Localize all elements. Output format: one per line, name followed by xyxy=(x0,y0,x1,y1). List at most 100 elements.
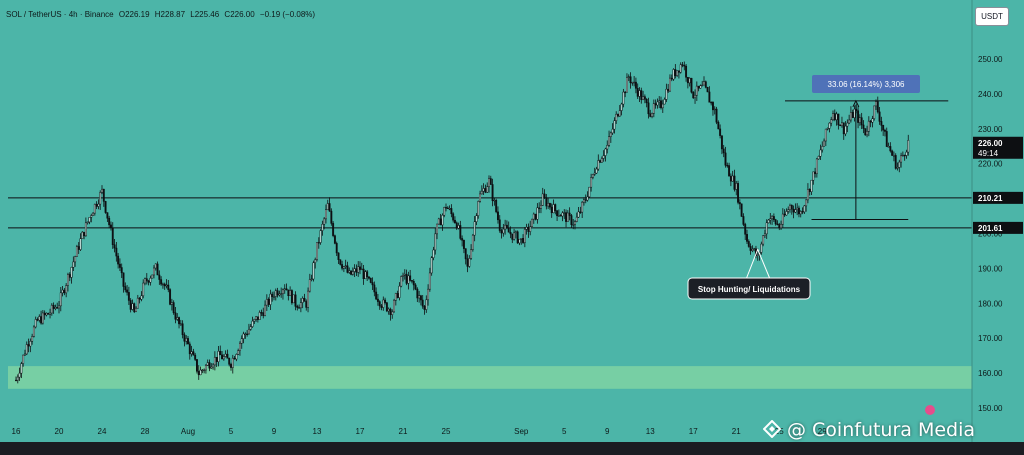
candle-body xyxy=(215,356,218,362)
candle-body xyxy=(230,364,232,368)
candle-body xyxy=(65,285,68,294)
candle-body xyxy=(387,308,390,312)
candle-body xyxy=(316,242,318,260)
candle-body xyxy=(484,188,487,193)
candle-body xyxy=(396,293,399,298)
candle-body xyxy=(633,81,636,84)
x-tick-label: 13 xyxy=(313,427,322,436)
candle-body xyxy=(821,146,824,151)
candle-body xyxy=(832,113,834,120)
candle-body xyxy=(445,207,447,209)
candle-body xyxy=(72,261,75,268)
candle-body xyxy=(36,319,39,321)
candle-body xyxy=(290,290,293,304)
candle-body xyxy=(267,299,270,305)
candle-body xyxy=(613,120,616,130)
candle-body xyxy=(416,288,419,299)
candle-body xyxy=(643,96,646,100)
candle-body xyxy=(880,121,883,126)
candle-body xyxy=(414,284,417,290)
candle-body xyxy=(391,311,394,315)
candle-body xyxy=(738,202,741,205)
x-tick-label: 21 xyxy=(399,427,408,436)
candle-body xyxy=(550,206,553,214)
event-icon[interactable] xyxy=(925,405,935,415)
candle-body xyxy=(787,209,790,212)
candle-body xyxy=(819,149,822,157)
candle-body xyxy=(176,317,179,320)
candle-body xyxy=(532,213,535,220)
candle-body xyxy=(353,268,356,272)
candle-body xyxy=(185,338,188,342)
candle-body xyxy=(305,301,308,308)
candle-body xyxy=(479,193,481,202)
candle-body xyxy=(425,299,428,310)
candle-body xyxy=(67,274,69,286)
candle-body xyxy=(830,119,833,124)
candle-body xyxy=(212,364,215,368)
candle-body xyxy=(419,295,422,301)
candle-body xyxy=(842,122,845,135)
candle-body xyxy=(443,207,446,216)
candle-body xyxy=(500,230,503,234)
candle-body xyxy=(652,103,655,114)
candle-body xyxy=(746,234,748,242)
candle-body xyxy=(894,155,897,169)
candle-body xyxy=(774,219,777,225)
candle-body xyxy=(516,231,519,244)
candle-body xyxy=(323,218,326,225)
candle-body xyxy=(90,215,93,218)
candle-body xyxy=(878,111,881,122)
candle-body xyxy=(296,306,299,308)
candle-body xyxy=(308,279,311,292)
candle-body xyxy=(710,101,713,104)
candle-body xyxy=(183,334,186,342)
candle-body xyxy=(584,199,587,201)
candle-body xyxy=(441,214,444,226)
candle-body xyxy=(122,272,125,287)
candle-body xyxy=(403,273,406,276)
candle-body xyxy=(342,266,345,269)
candle-body xyxy=(201,369,204,372)
candle-body xyxy=(292,294,295,304)
candle-body xyxy=(772,216,775,220)
candle-body xyxy=(729,175,732,182)
candle-body xyxy=(350,270,352,275)
candle-body xyxy=(430,257,433,274)
low-value: L225.46 xyxy=(190,10,220,19)
candle-body xyxy=(118,263,121,268)
candle-body xyxy=(285,288,288,291)
candle-body xyxy=(669,77,671,92)
candle-body xyxy=(805,199,808,207)
measure-label-box xyxy=(812,75,920,93)
candle-body xyxy=(113,244,116,249)
change-value: −0.19 (−0.08%) xyxy=(259,10,316,19)
candle-body xyxy=(615,113,618,121)
candle-body xyxy=(903,154,906,157)
candle-body xyxy=(482,188,485,192)
candle-body xyxy=(780,223,782,229)
open-value: O226.19 xyxy=(118,10,150,19)
candle-body xyxy=(454,219,456,224)
candle-body xyxy=(459,225,462,239)
candle-body xyxy=(849,112,852,121)
candle-body xyxy=(258,312,261,320)
x-tick-label: 5 xyxy=(229,427,234,436)
candle-body xyxy=(181,323,184,336)
candle-body xyxy=(583,199,585,203)
currency-button[interactable]: USDT xyxy=(975,7,1009,26)
x-tick-label: 17 xyxy=(689,427,698,436)
candle-body xyxy=(253,319,256,322)
candle-body xyxy=(321,223,324,231)
candle-body xyxy=(522,238,524,243)
candle-body xyxy=(591,174,594,178)
candle-body xyxy=(548,203,551,208)
candle-body xyxy=(246,333,249,335)
candle-body xyxy=(158,274,161,280)
candle-body xyxy=(88,217,91,223)
candle-body xyxy=(731,175,734,182)
candle-body xyxy=(841,122,843,126)
candle-body xyxy=(83,231,86,237)
candle-body xyxy=(851,112,854,118)
